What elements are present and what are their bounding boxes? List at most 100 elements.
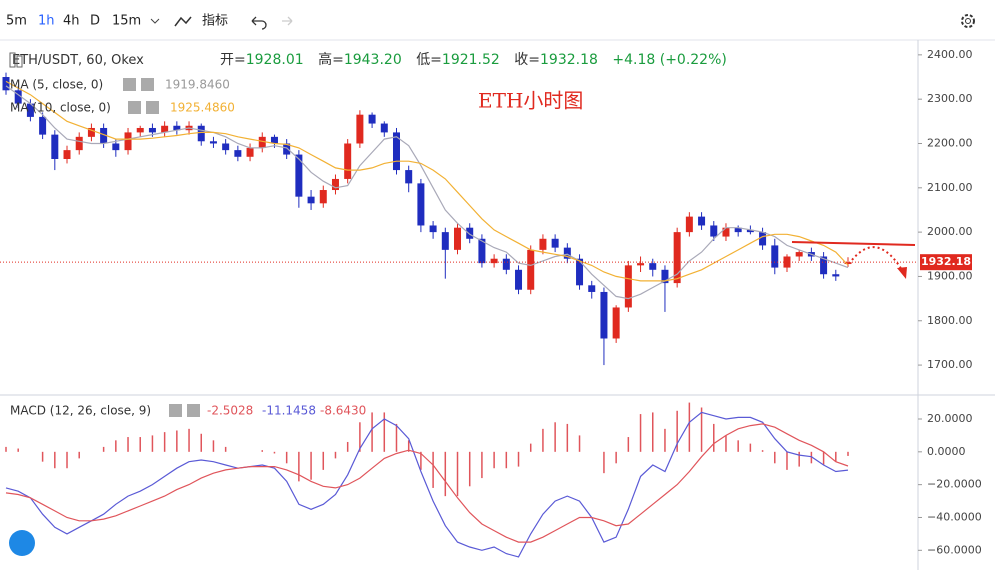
ohlc-value: 1932.18 — [540, 52, 598, 68]
toolbar: 5m 1h 4h D 15m 指标 — [6, 14, 975, 30]
logo-button[interactable] — [9, 530, 35, 556]
candle-body — [258, 136, 266, 148]
close-button[interactable] — [187, 404, 200, 417]
ohlc-legend: 开=1928.01 高=1943.20 低=1921.52 收=1932.18 … — [220, 51, 727, 68]
candle-body — [539, 238, 547, 250]
macd-legend: MACD (12, 26, close, 9) -2.5028 -11.1458… — [10, 404, 366, 418]
candle-body — [527, 249, 535, 290]
candle-body — [295, 154, 303, 197]
eye-button[interactable] — [128, 101, 141, 114]
macd-name: MACD (12, 26, close, 9) — [10, 404, 151, 418]
candle-body — [734, 227, 742, 233]
candle-body — [356, 114, 364, 144]
ma-legend: MA (5, close, 0) 1919.8460 MA (10, close… — [10, 78, 235, 115]
candle-body — [454, 227, 462, 250]
candle-body — [795, 252, 803, 257]
eye-button[interactable] — [169, 404, 182, 417]
candle-body — [722, 227, 730, 237]
ma-line — [5, 85, 849, 300]
interval[interactable]: 5m — [6, 14, 27, 29]
candle-body — [344, 143, 352, 179]
candle-body — [148, 127, 156, 133]
candle-body — [197, 125, 205, 142]
candle-body — [612, 307, 620, 339]
settings-icon[interactable] — [961, 14, 975, 28]
interval[interactable]: D — [90, 14, 100, 29]
redo-icon[interactable] — [282, 16, 293, 26]
trend-line[interactable] — [791, 241, 916, 246]
ohlc-label: 高= — [318, 51, 344, 68]
candle-body — [820, 256, 828, 275]
candle-body — [222, 143, 230, 151]
candle-body — [173, 125, 181, 131]
close-button[interactable] — [141, 78, 154, 91]
y-tick-label: −40.0000 — [927, 510, 982, 523]
projection-arrow[interactable] — [851, 246, 903, 271]
interval[interactable]: 15m — [112, 14, 141, 29]
interval[interactable]: 4h — [63, 14, 80, 29]
candle-body — [515, 269, 523, 290]
y-tick-label: −60.0000 — [927, 543, 982, 556]
candle-icon — [9, 52, 23, 68]
candle-body — [649, 263, 657, 270]
ohlc-label: 低= — [416, 52, 442, 68]
undo-icon[interactable] — [251, 16, 267, 30]
y-tick-label: 0.0000 — [927, 445, 966, 458]
candle-body — [698, 216, 706, 226]
candle-body — [283, 143, 291, 155]
eye-button[interactable] — [123, 78, 136, 91]
candle-body — [2, 77, 10, 91]
indicator-icon[interactable] — [174, 16, 192, 27]
candle-body — [844, 262, 852, 265]
candle-body — [624, 265, 632, 308]
close-button[interactable] — [146, 101, 159, 114]
candle-body — [405, 170, 413, 184]
candle-body — [392, 132, 400, 171]
candle-body — [331, 178, 339, 191]
candle-body — [270, 136, 278, 144]
ohlc-value: 1943.20 — [344, 52, 402, 68]
ma-name: MA (10, close, 0) — [10, 101, 111, 115]
ohlc-value: 1928.01 — [246, 52, 304, 68]
candle-body — [673, 232, 681, 284]
ma-value: 1919.8460 — [165, 78, 230, 92]
candle-body — [832, 274, 840, 277]
candle-body — [112, 143, 120, 151]
candle-body — [246, 147, 254, 157]
candle-body — [710, 225, 718, 237]
candle-body — [588, 285, 596, 292]
arrow-head — [897, 267, 907, 279]
y-tick-label: 1900.00 — [927, 269, 973, 282]
candle-body — [685, 216, 693, 233]
candle-body — [490, 258, 498, 264]
candle-body — [319, 190, 327, 204]
y-tick-label: −20.0000 — [927, 478, 982, 491]
settings-icon-core — [965, 18, 971, 24]
candle-body — [307, 196, 315, 204]
candle-body — [441, 232, 449, 250]
candle-body — [39, 116, 47, 135]
candle-body — [63, 150, 71, 159]
y-tick-label: 1800.00 — [927, 314, 973, 327]
y-tick-label: 2000.00 — [927, 225, 973, 238]
candle-body — [87, 127, 95, 137]
candle-body — [563, 247, 571, 259]
candle-body — [124, 132, 132, 151]
y-tick-label: 2200.00 — [927, 136, 973, 149]
price-label: 1932.18 — [921, 255, 971, 268]
interval[interactable]: 1h — [38, 14, 55, 29]
y-tick-label: 2300.00 — [927, 92, 973, 105]
ma-line — [5, 80, 849, 282]
candle-body — [51, 134, 59, 159]
annotation: ETH小时图 — [478, 89, 583, 113]
symbol: ETH/USDT, 60, Okex — [12, 53, 144, 68]
ohlc-label: 开= — [220, 52, 246, 68]
ohlc-label: 收= — [514, 52, 540, 68]
y-tick-label: 20.0000 — [927, 412, 973, 425]
candle-body — [637, 263, 645, 266]
dropdown-icon[interactable] — [150, 18, 160, 24]
ma-value: 1925.4860 — [170, 101, 235, 115]
candle-body — [576, 258, 584, 286]
indicators-button[interactable]: 指标 — [202, 14, 228, 29]
